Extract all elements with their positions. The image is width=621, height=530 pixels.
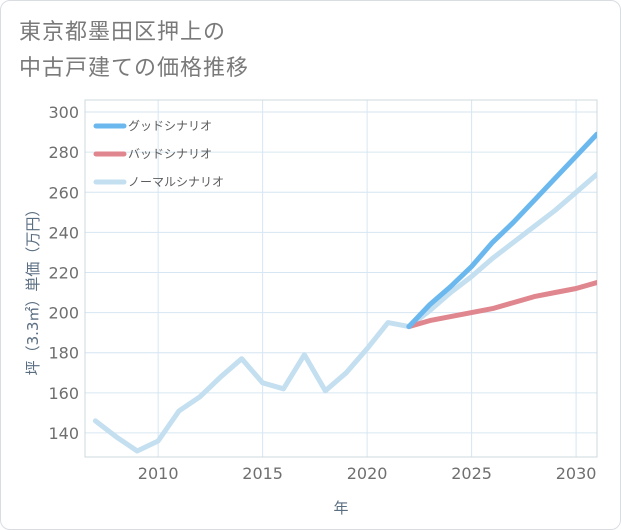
x-tick-label: 2020 [347,464,388,483]
series-line-2 [92,171,597,454]
y-tick-label: 300 [48,103,79,122]
legend-label-1: バッドシナリオ [128,147,212,161]
chart-title-line2: 中古戸建ての価格推移 [19,56,250,81]
y-tick-label: 200 [48,304,79,323]
x-axis-title: 年 [333,499,348,517]
series-line-0 [406,131,597,330]
legend-label-0: グッドシナリオ [128,119,212,133]
legend-label-2: ノーマルシナリオ [128,175,224,189]
x-tick-label: 2015 [242,464,283,483]
chart-title: 東京都墨田区押上の 中古戸建ての価格推移 [19,15,249,87]
plot-frame [84,99,598,458]
series-line-1 [406,280,597,330]
chart-title-line1: 東京都墨田区押上の [19,20,227,45]
y-tick-label: 140 [48,424,79,443]
y-tick-label: 180 [48,344,79,363]
x-tick-label: 2030 [556,464,597,483]
y-tick-label: 220 [48,263,79,282]
y-tick-label: 280 [48,143,79,162]
x-tick-label: 2025 [451,464,492,483]
y-axis-title: 坪（3.3㎡）単価（万円） [24,202,42,376]
y-tick-label: 160 [48,384,79,403]
x-tick-label: 2010 [138,464,179,483]
y-tick-label: 260 [48,183,79,202]
y-tick-label: 240 [48,223,79,242]
